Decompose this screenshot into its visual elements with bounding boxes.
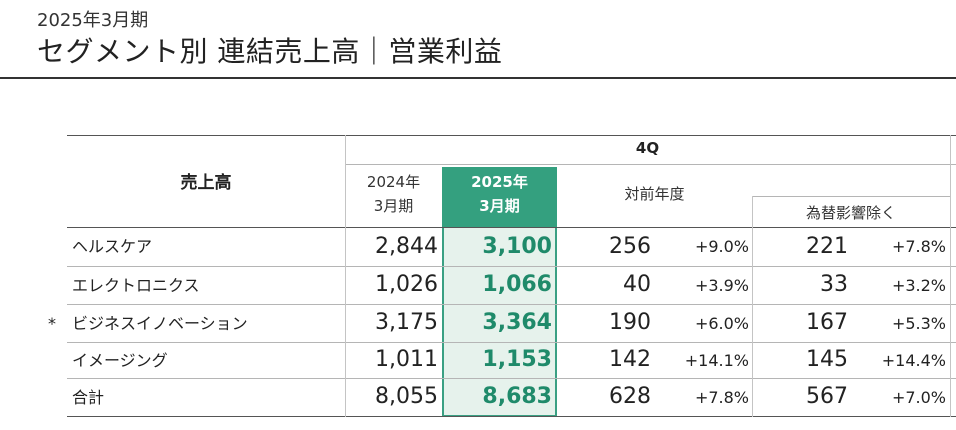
current-year-value: 8,683	[482, 384, 552, 409]
row-divider	[67, 266, 956, 267]
period-header-rule	[345, 164, 956, 165]
prev-year-header-line1: 2024年	[366, 173, 421, 191]
yoy-change-pct: +6.0%	[694, 314, 749, 333]
prev-year-value: 1,011	[375, 347, 438, 372]
yoy-change-pct: +9.0%	[694, 237, 749, 256]
row-label: ビジネスイノベーション	[72, 314, 248, 333]
fx-excluded-change: 167	[806, 310, 848, 335]
fx-excluded-change: 145	[806, 347, 848, 372]
row-divider	[67, 378, 956, 379]
row-label: イメージング	[72, 351, 168, 370]
prev-year-value: 2,844	[375, 234, 438, 259]
yoy-change: 256	[609, 234, 651, 259]
page-title: セグメント別 連結売上高｜営業利益	[37, 35, 503, 68]
yoy-change-pct: +7.8%	[694, 388, 749, 407]
title-divider	[0, 77, 956, 79]
row-divider	[67, 342, 956, 343]
row-label: 合計	[72, 388, 105, 407]
current-year-value: 3,100	[482, 234, 552, 259]
yoy-change: 40	[623, 272, 651, 297]
yoy-change: 142	[609, 347, 651, 372]
yoy-change-pct: +3.9%	[694, 276, 749, 295]
fx-excluded-change: 567	[806, 384, 848, 409]
table-top-rule	[67, 135, 956, 136]
column-divider	[752, 196, 753, 417]
fx-excluded-change: 33	[820, 272, 848, 297]
yoy-change: 190	[609, 310, 651, 335]
current-year-header-line1: 2025年	[471, 173, 528, 191]
current-year-value: 1,153	[482, 347, 552, 372]
period-header: 4Q	[635, 139, 660, 157]
row-label: エレクトロニクス	[72, 276, 200, 295]
fx-excluded-change-pct: +5.3%	[891, 314, 946, 333]
fx-excluded-change-pct: +7.0%	[891, 388, 946, 407]
fx-excluded-change: 221	[806, 234, 848, 259]
fx-excluded-change-pct: +7.8%	[891, 237, 946, 256]
yoy-change-pct: +14.1%	[684, 351, 749, 370]
current-year-header-bg	[442, 167, 557, 227]
fx-excluded-change-pct: +14.4%	[881, 351, 946, 370]
yoy-change: 628	[609, 384, 651, 409]
current-year-value: 1,066	[482, 272, 552, 297]
prev-year-value: 8,055	[375, 384, 438, 409]
fiscal-year-label: 2025年3月期	[37, 10, 149, 31]
fx-excluded-header: 為替影響除く	[805, 204, 896, 222]
prev-year-value: 3,175	[375, 310, 438, 335]
current-year-value: 3,364	[482, 310, 552, 335]
table-bottom-rule	[67, 416, 956, 417]
row-label: ヘルスケア	[72, 237, 153, 256]
row-header: 売上高	[180, 173, 232, 193]
current-year-header-line2: 3月期	[479, 197, 520, 215]
prev-year-header: 2024年 3月期	[345, 170, 442, 218]
row-divider	[67, 304, 956, 305]
yoy-header: 対前年度	[624, 185, 685, 203]
prev-year-header-line2: 3月期	[373, 197, 414, 215]
column-divider	[345, 135, 346, 417]
current-year-header: 2025年 3月期	[442, 170, 557, 218]
prev-year-value: 1,026	[375, 272, 438, 297]
header-bottom-rule	[67, 227, 956, 228]
fx-excluded-change-pct: +3.2%	[891, 276, 946, 295]
column-divider	[950, 135, 951, 417]
row-marker: *	[48, 314, 56, 333]
fx-subheader-rule	[752, 196, 950, 197]
